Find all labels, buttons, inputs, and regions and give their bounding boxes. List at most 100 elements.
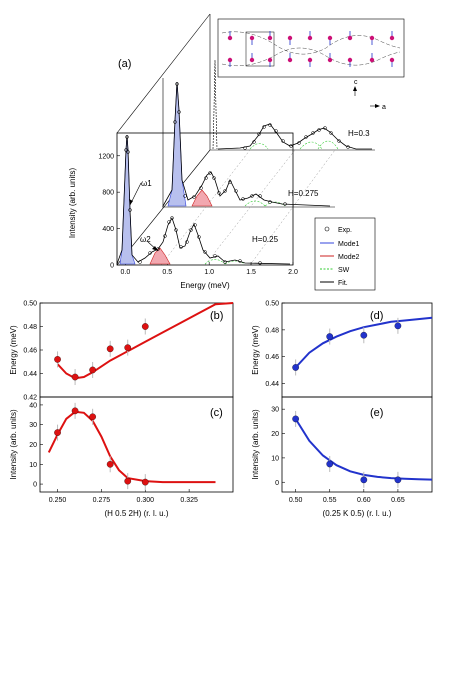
legend: Exp. Mode1 Mode2 SW Fit. — [314, 217, 376, 291]
curve-label-h0275: H=0.275 — [288, 189, 319, 198]
y-axis-label: Energy (meV) — [9, 325, 18, 375]
fit-curve — [56, 302, 234, 380]
x-tick-label: 0.300 — [137, 497, 155, 504]
data-point — [106, 460, 114, 468]
x-tick-label: 0.250 — [49, 497, 67, 504]
spin-atom — [249, 35, 255, 41]
x-tick-label: 2.0 — [288, 269, 298, 276]
legend-label-mode1: Mode1 — [338, 241, 360, 248]
spin-atom — [369, 57, 375, 63]
y-tick-label: 0.50 — [23, 301, 37, 308]
inset-axis-c-head — [353, 86, 357, 91]
y-tick-label: 0.48 — [265, 327, 279, 334]
inset-axis-a-head — [375, 104, 380, 108]
legend-label-sw: SW — [338, 267, 350, 274]
omega1-label: ω1 — [141, 179, 152, 188]
data-point — [71, 407, 79, 415]
xlabel-a: Energy (meV) — [180, 281, 230, 290]
spin-atom — [307, 57, 313, 63]
data-point — [394, 322, 402, 330]
y-tick-label: 0 — [275, 480, 279, 487]
y-tick-label: 1200 — [98, 153, 114, 160]
spin-atom — [267, 35, 273, 41]
ylabel-a: Intensity (arb. units) — [68, 168, 77, 239]
fit-curve — [47, 410, 216, 484]
inset-frame — [217, 18, 405, 78]
y-tick-label: 0.44 — [23, 371, 37, 378]
y-axis-label: Energy (meV) — [251, 325, 260, 375]
panel-label-c: (c) — [210, 407, 223, 419]
y-tick-label: 20 — [29, 442, 37, 449]
x-tick-label: 0.5 — [162, 269, 172, 276]
omega1-arrow-head — [129, 199, 133, 205]
axes-frame — [281, 302, 433, 398]
data-point — [326, 333, 334, 340]
fit-curve — [294, 316, 433, 369]
data-point — [141, 478, 149, 486]
spin-atom — [389, 35, 395, 41]
panel-c-intensity-vs-h: 0 10 20 30 40 0.250 0.275 0.300 0.325 Intensity (… — [9, 396, 234, 518]
data-point — [106, 345, 114, 353]
axes-frame — [39, 396, 234, 493]
x-axis-label: (0.25 K 0.5) (r. l. u.) — [323, 509, 392, 518]
y-tick-label: 0.46 — [23, 348, 37, 355]
y-tick-label: 800 — [102, 190, 114, 197]
sw-peaks-middle — [244, 200, 286, 207]
legend-label-fit: Fit. — [338, 280, 348, 287]
perspective-line-top — [116, 13, 211, 134]
x-axis-label: (H 0.5 2H) (r. l. u.) — [104, 509, 168, 518]
inset-unit-cell — [245, 31, 275, 67]
x-tick-label: 0.325 — [180, 497, 198, 504]
data-point — [71, 373, 79, 381]
x-tick-label: 0.50 — [289, 497, 303, 504]
omega2-arrow-head — [152, 246, 158, 251]
spin-atom — [369, 35, 375, 41]
legend-label-exp: Exp. — [338, 227, 352, 234]
x-tick-label: 0.55 — [323, 497, 337, 504]
sw-peaks-back — [249, 140, 339, 150]
exp-points-middle — [173, 82, 287, 206]
panel-label-e: (e) — [370, 407, 383, 419]
elastic-line-back — [212, 59, 218, 150]
panel-d-energy-vs-k: 0.44 0.46 0.48 0.50 Energy (meV) — [251, 301, 433, 398]
data-point — [326, 460, 334, 468]
y-tick-label: 0.50 — [265, 301, 279, 308]
spin-atom — [287, 35, 293, 41]
fit-curve — [294, 418, 433, 481]
data-point — [54, 429, 61, 436]
legend-label-mode2: Mode2 — [338, 254, 360, 261]
x-tick-label: 0.275 — [93, 497, 111, 504]
front-axes-ticks: 0.0 0.5 1.0 1.5 2.0 0 400 800 1200 — [98, 153, 298, 276]
panel-label-a: (a) — [118, 58, 131, 70]
y-tick-label: 30 — [271, 407, 279, 414]
data-point — [89, 413, 96, 421]
spin-atom — [249, 57, 255, 63]
spin-atom — [327, 35, 333, 41]
y-tick-label: 0 — [33, 482, 37, 489]
axes-frame — [39, 302, 234, 398]
exp-points-front — [124, 135, 262, 265]
panel-label-d: (d) — [370, 310, 383, 322]
mode2-peak-front — [149, 247, 171, 265]
data-point — [394, 476, 402, 484]
y-tick-label: 20 — [271, 431, 279, 438]
fit-curve-middle — [162, 81, 331, 207]
data-point — [360, 331, 368, 339]
panel-e-intensity-vs-k: 0 10 20 30 0.50 0.55 0.60 0.65 Intensity (arb. u… — [251, 396, 433, 518]
data-point — [360, 476, 368, 484]
panel-b-energy-vs-h: 0.42 0.44 0.46 0.48 0.50 Energy (meV) — [9, 301, 234, 402]
perspective-line-bottom — [116, 149, 211, 266]
inset-wave-lower — [221, 47, 401, 66]
depth-guide — [160, 149, 251, 266]
omega2-label: ω2 — [140, 235, 151, 244]
data-point — [54, 356, 61, 363]
y-tick-label: 0.48 — [23, 324, 37, 331]
x-tick-label: 1.0 — [204, 269, 214, 276]
spin-atom — [347, 35, 353, 41]
data-point — [292, 415, 299, 423]
panel-label-b: (b) — [210, 310, 223, 322]
y-tick-label: 0.42 — [23, 395, 37, 402]
curve-label-h03: H=0.3 — [348, 129, 370, 138]
y-axis-label: Intensity (arb. units) — [9, 409, 18, 480]
sw-peaks-front — [204, 259, 246, 265]
